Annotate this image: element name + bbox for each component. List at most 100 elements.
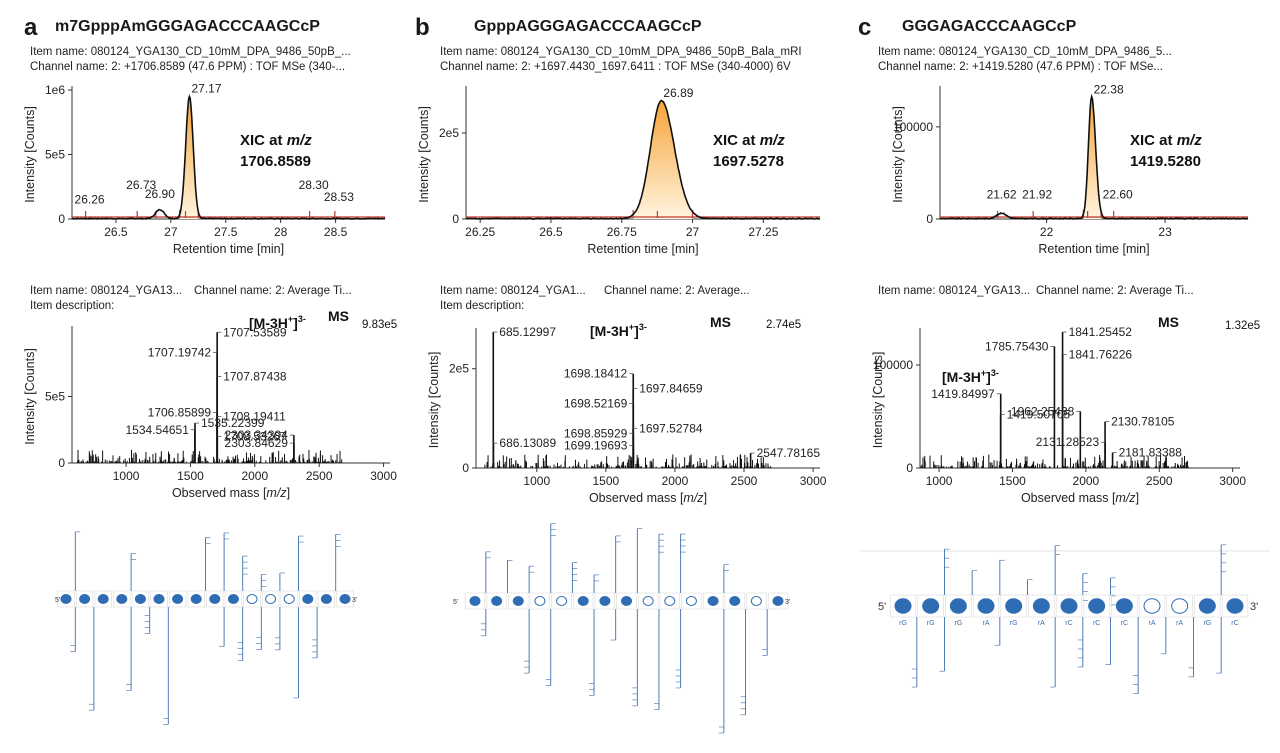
ms-channel-name: Channel name: 2: Average Ti... <box>194 285 352 297</box>
y-tick-label: 0 <box>906 461 913 475</box>
peak-label: 1708.53267 <box>223 429 287 443</box>
x-tick-label: 2500 <box>731 474 758 488</box>
fragment-map: rG rG rG rA rG rA rC rC rC rA rA rG rC 5' 3' <box>860 544 1270 694</box>
x-tick-label: 2500 <box>1146 474 1173 488</box>
residue-box <box>224 590 243 608</box>
nucleotide <box>1115 598 1133 614</box>
y-axis-label: Intensity [Counts] <box>427 352 441 449</box>
residue-box <box>150 590 168 608</box>
unmodified-nucleotide <box>750 596 762 606</box>
nucleotide <box>1088 598 1106 614</box>
residue-box <box>529 592 551 610</box>
y-tick-label: 0 <box>58 456 65 470</box>
residue-box <box>1166 594 1193 618</box>
panel-letter: a <box>24 14 38 41</box>
residue-box <box>261 590 280 608</box>
panel-letter: b <box>415 14 430 41</box>
ms-label: MS <box>710 314 731 330</box>
ms-max-intensity: 9.83e5 <box>362 319 397 331</box>
y-tick-label: 100000 <box>873 358 913 372</box>
x-tick-label: 22 <box>1040 225 1054 239</box>
peak-label: 1707.19742 <box>148 346 212 360</box>
peak-label: 685.12997 <box>499 325 556 339</box>
xic-item-name: Item name: 080124_YGA130_CD_10mM_DPA_948… <box>30 46 351 58</box>
peak-label: 26.26 <box>75 192 105 206</box>
nucleotide <box>707 596 719 606</box>
nucleotide <box>729 596 741 606</box>
x-tick-label: 28 <box>274 225 288 239</box>
xic-trace <box>72 94 386 220</box>
residue-box <box>724 592 745 610</box>
x-axis-label: Observed mass [m/z] <box>172 486 290 500</box>
x-tick-label: 1000 <box>113 469 140 483</box>
nucleotide <box>599 596 611 606</box>
sequence-3-prime: 3' <box>1250 601 1258 613</box>
peak-label: 2547.78165 <box>757 446 821 460</box>
nucleotide <box>977 598 995 614</box>
y-axis-label: Intensity [Counts] <box>23 348 37 445</box>
residue-box <box>681 592 702 610</box>
peak-label: 27.17 <box>192 81 222 95</box>
residue-label: rA <box>983 620 990 627</box>
x-axis-label: Retention time [min] <box>587 242 698 256</box>
nucleotide <box>491 596 503 606</box>
nucleotide <box>1032 598 1050 614</box>
xic-annotation-prefix: XIC at m/z <box>713 132 785 149</box>
peak-label: 21.62 <box>987 187 1017 201</box>
residue-label: rG <box>927 620 935 627</box>
residue-box <box>206 590 224 608</box>
xic-channel-name: Channel name: 2: +1419.5280 (47.6 PPM) :… <box>878 61 1163 73</box>
peak-label: 26.89 <box>663 86 693 100</box>
x-tick-label: 1500 <box>177 469 204 483</box>
residue-box <box>169 590 187 608</box>
x-tick-label: 2000 <box>1073 474 1100 488</box>
xic-annotation-prefix: XIC at m/z <box>240 132 312 149</box>
nucleotide <box>512 596 524 606</box>
xic-chart: 22 23 0 100000 Retention time [min] Intensity… <box>891 82 1249 256</box>
ms-item-name: Item name: 080124_YGA13... <box>878 285 1031 297</box>
y-tick-label: 0 <box>926 212 933 226</box>
residue-box <box>299 590 317 608</box>
unmodified-nucleotide <box>246 594 258 604</box>
y-axis-label: Intensity [Counts] <box>417 106 431 203</box>
y-tick-label: 1e6 <box>45 83 65 97</box>
nucleotide <box>1226 598 1244 614</box>
nucleotide <box>1060 598 1078 614</box>
peak-fill <box>633 100 693 219</box>
x-tick-label: 2500 <box>306 469 333 483</box>
residue-box <box>659 592 680 610</box>
peak-label: 1698.85929 <box>564 426 628 440</box>
unmodified-nucleotide <box>556 596 568 606</box>
unmodified-nucleotide <box>283 594 295 604</box>
peak-label: 1708.19411 <box>223 409 286 423</box>
y-axis-label: Intensity [Counts] <box>23 106 37 203</box>
x-tick-label: 27 <box>164 225 178 239</box>
peak-label: 22.38 <box>1094 82 1124 96</box>
nucleotide <box>621 596 632 606</box>
residue-label: rG <box>899 620 907 627</box>
xic-trace <box>939 93 1249 221</box>
y-tick-label: 100000 <box>893 120 933 134</box>
residue-box <box>1055 594 1083 618</box>
ms-channel-name: Channel name: 2: Average Ti... <box>1036 285 1194 297</box>
unmodified-nucleotide <box>642 596 654 606</box>
residue-box <box>336 590 354 608</box>
residue-label: rA <box>1149 620 1156 627</box>
nucleotide <box>469 596 481 606</box>
nucleotide <box>320 594 332 604</box>
y-tick-label: 5e5 <box>45 148 65 162</box>
peak-label: 1697.52784 <box>639 421 703 435</box>
ms-item-description: Item description: <box>440 300 525 312</box>
peak-label: 2181.83388 <box>1119 446 1183 460</box>
x-axis-label: Retention time [min] <box>1038 242 1149 256</box>
peak-label: 1698.18412 <box>564 367 628 381</box>
residue-box <box>1194 594 1221 618</box>
ms-label: MS <box>1158 314 1179 330</box>
peak-label: 26.90 <box>145 187 175 201</box>
ion-label: [M-3H+]3- <box>942 368 999 385</box>
xic-channel-name: Channel name: 2: +1697.4430_1697.6411 : … <box>440 61 791 73</box>
residue-box <box>57 590 75 608</box>
sequence-5-prime: 5' <box>453 599 458 606</box>
x-tick-label: 26.25 <box>465 225 495 239</box>
residue-box <box>616 592 637 610</box>
